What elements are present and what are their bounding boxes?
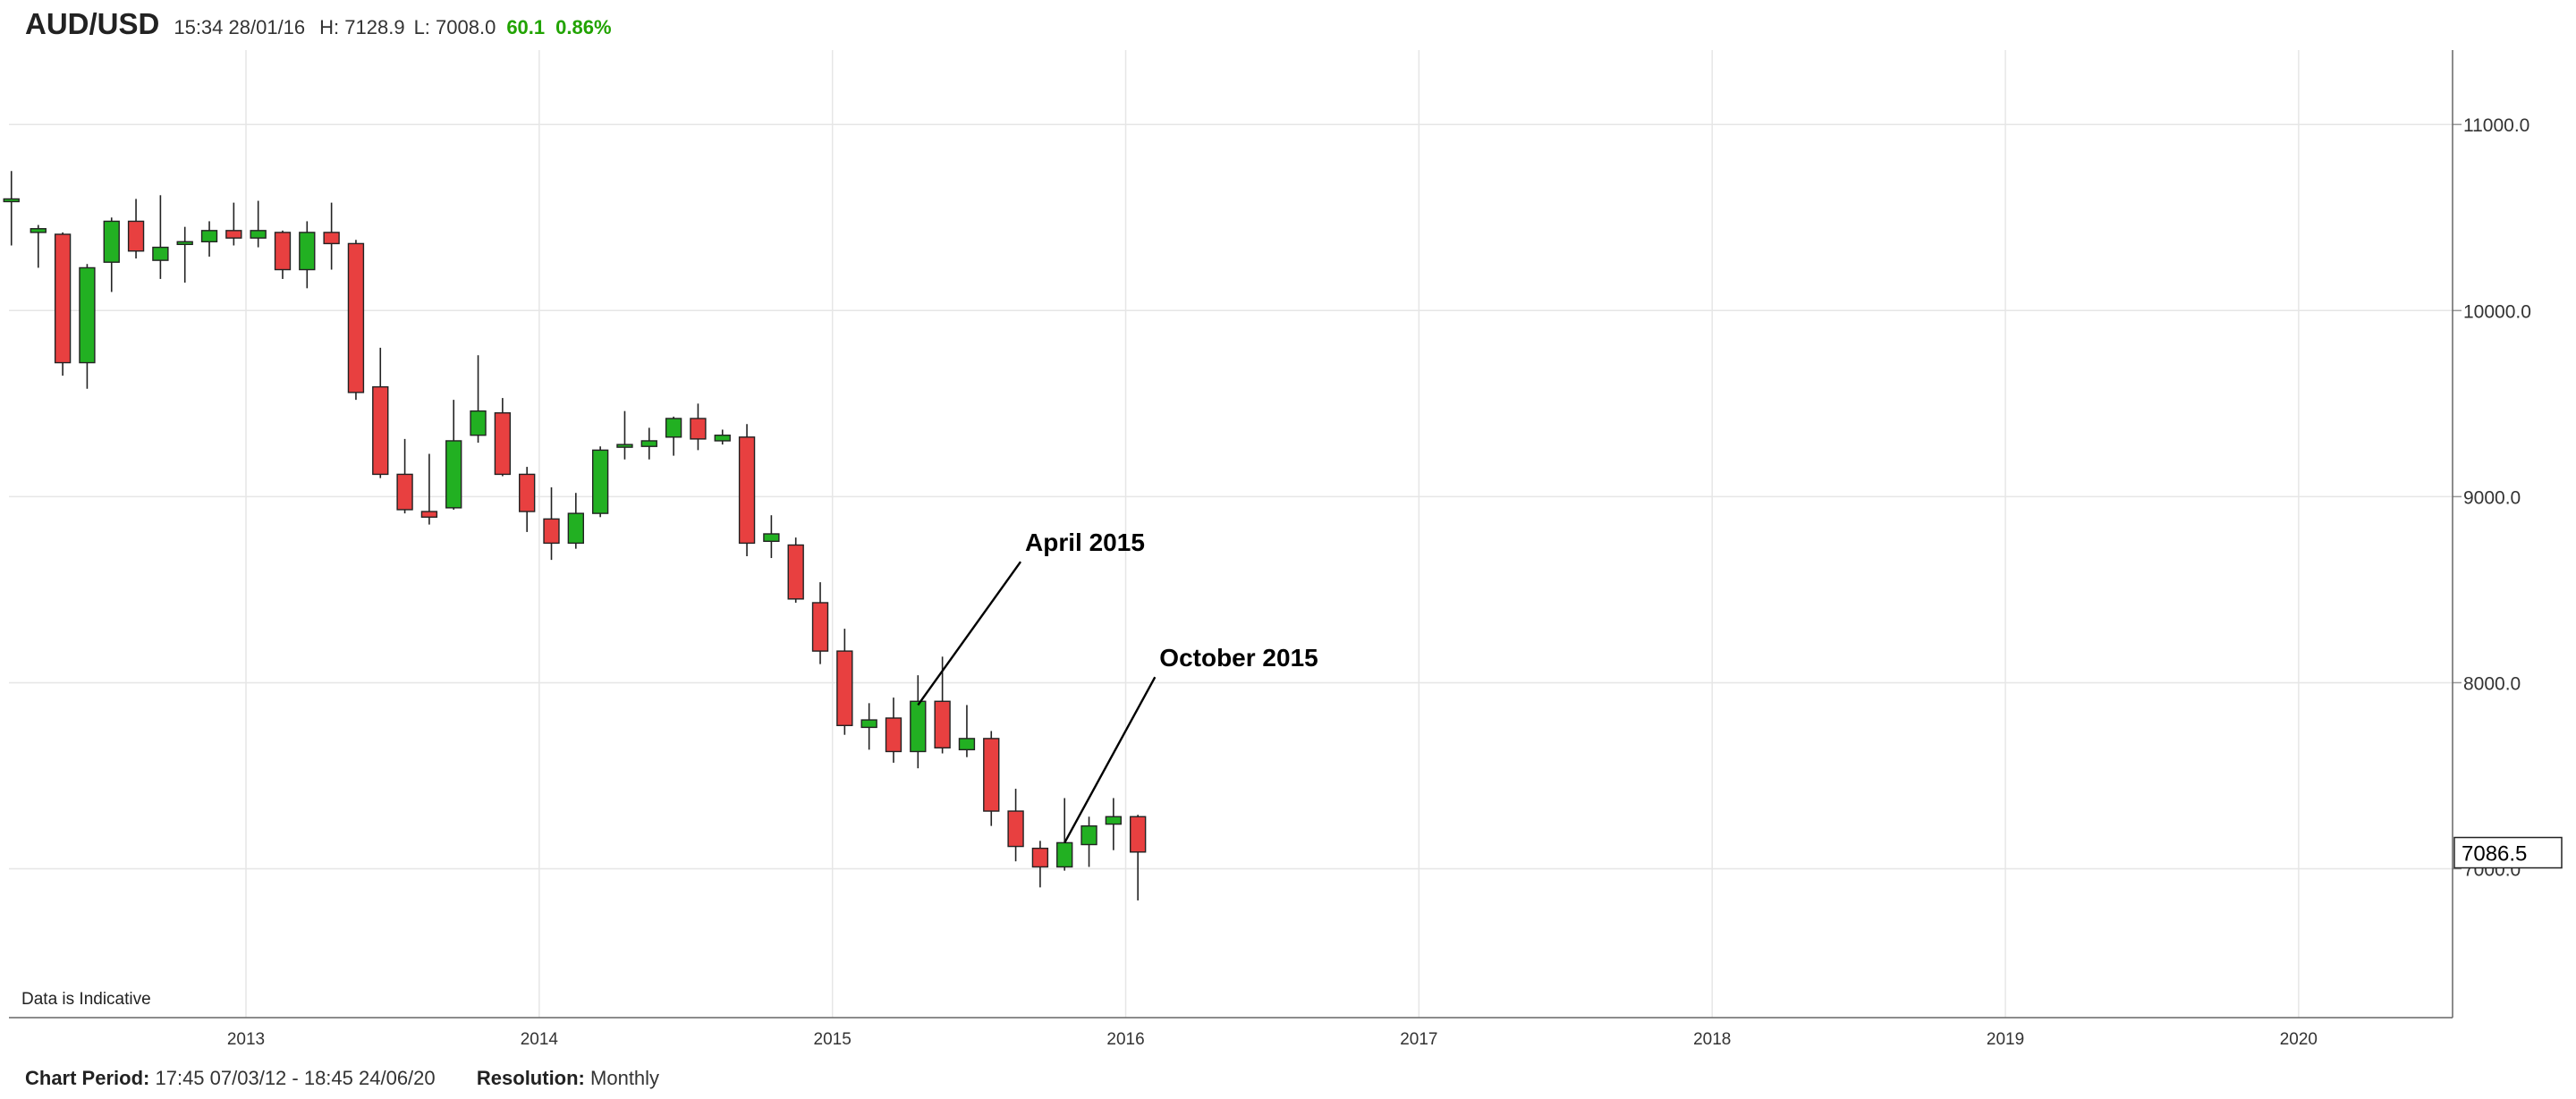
candle-body-down [225,230,242,239]
candle-body-up [30,228,47,233]
y-tick-label: 9000.0 [2463,487,2521,508]
x-tick-label: 2020 [2280,1030,2318,1049]
candle-body-up [616,444,633,448]
x-tick-label: 2013 [227,1030,265,1049]
y-tick-label: 11000.0 [2463,115,2529,136]
candle-body-down [1130,816,1147,853]
symbol-title: AUD/USD [25,7,160,40]
candle-body-down [934,700,951,748]
x-tick-label: 2019 [1987,1030,2024,1049]
candle-body-up [714,435,731,442]
candle-body-up [250,230,267,239]
candle-body-down [372,385,389,476]
chart-period-value: 17:45 07/03/12 - 18:45 24/06/20 [155,1067,436,1089]
candle-body-down [323,232,340,245]
candle-body-up [176,241,193,246]
candle-body-up [567,512,584,545]
candle-body-down [347,242,365,393]
candle-body-up [445,440,462,509]
x-tick-label: 2016 [1106,1030,1144,1049]
y-tick-label: 8000.0 [2463,673,2521,694]
candle-body-up [860,719,877,729]
candle-body-down [420,511,438,518]
candle-body-up [665,418,682,438]
chart-footer: Chart Period: 17:45 07/03/12 - 18:45 24/… [25,1067,659,1090]
candle-body-up [640,440,657,447]
candle-body-up [1056,841,1073,868]
low-value: L: 7008.0 [413,16,496,38]
data-indicative-note: Data is Indicative [21,990,151,1009]
last-price-label: 7086.5 [2462,842,2527,867]
candle-body-down [983,738,1000,812]
chart-period-label: Chart Period: [25,1067,150,1089]
candle-body-up [152,246,169,261]
candle-body-down [543,518,560,545]
last-price-box [2453,836,2563,869]
candle-body-down [54,233,72,364]
candle-body-down [738,436,756,545]
candle-body-down [494,412,512,476]
candle-body-up [299,232,316,271]
candle-body-down [1031,847,1049,868]
annotation-label: October 2015 [1159,644,1318,672]
plot-area [9,50,2453,1018]
candle-body-down [836,650,853,727]
candle-body-down [811,602,829,652]
candle-body-up [910,700,927,753]
change-percent: 0.86% [555,16,612,38]
candle-body-down [127,220,145,252]
x-tick-label: 2018 [1693,1030,1731,1049]
timestamp: 15:34 28/01/16 [174,16,306,38]
candle-body-up [1080,824,1097,846]
annotation-pointer [917,561,1022,706]
candle-body-up [470,410,487,436]
candle-body-up [103,220,120,263]
candle-body-down [787,544,804,600]
candle-body-up [958,738,976,751]
candle-body-down [396,473,413,511]
resolution-label: Resolution: [476,1067,585,1089]
annotation-pointer [1063,676,1157,843]
candle-body-down [274,232,292,271]
x-tick-label: 2014 [521,1030,559,1049]
candle-body-up [79,266,96,364]
chart-header: AUD/USD 15:34 28/01/16 H: 7128.9 L: 7008… [25,7,612,46]
y-tick-label: 10000.0 [2463,301,2531,322]
annotation-label: April 2015 [1025,528,1145,556]
candle-body-up [200,230,218,243]
resolution-value: Monthly [590,1067,660,1089]
high-value: H: 7128.9 [319,16,405,38]
change-value: 60.1 [506,16,546,38]
candle-body-down [690,418,707,440]
candle-body-up [763,533,780,543]
candle-body-down [519,473,536,512]
candle-body-down [1007,810,1024,848]
candle-body-up [3,198,20,203]
candle-body-up [591,449,609,514]
x-tick-label: 2015 [814,1030,852,1049]
candle-body-down [885,717,902,753]
candle-body-up [1105,816,1123,825]
x-tick-label: 2017 [1400,1030,1437,1049]
